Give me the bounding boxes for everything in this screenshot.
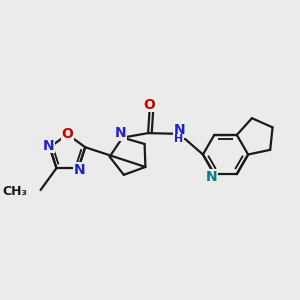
Text: N: N	[206, 170, 217, 184]
Text: H: H	[175, 134, 184, 144]
Text: N: N	[74, 163, 86, 177]
Text: O: O	[61, 127, 74, 141]
Text: N: N	[115, 126, 127, 140]
Text: CH₃: CH₃	[2, 185, 27, 198]
Text: N: N	[173, 123, 185, 137]
Text: O: O	[144, 98, 155, 112]
Text: N: N	[42, 139, 54, 153]
